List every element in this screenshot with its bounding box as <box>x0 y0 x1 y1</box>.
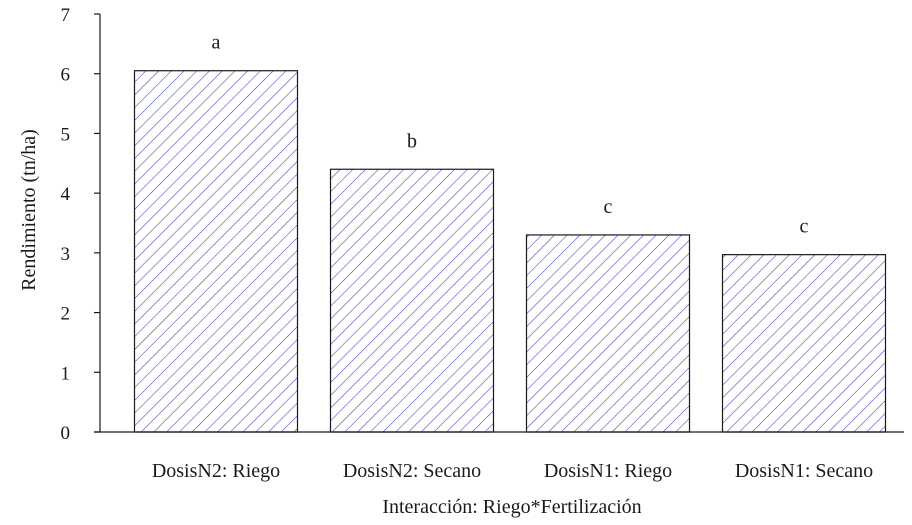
category-labels: DosisN2: Riego DosisN2: Secano DosisN1: Ri… <box>152 460 873 482</box>
y-tick-label: 2 <box>61 304 71 325</box>
y-tick-label: 0 <box>61 423 71 444</box>
y-ticks: 0 1 2 3 4 5 6 7 <box>61 5 100 444</box>
bar <box>525 234 691 433</box>
y-axis-title: Rendimiento (tn/ha) <box>18 129 40 291</box>
y-tick-label: 7 <box>61 5 71 26</box>
y-tick-label: 6 <box>61 65 71 86</box>
category-label: DosisN1: Secano <box>735 460 873 482</box>
y-tick-label: 3 <box>61 244 71 265</box>
y-tick-label: 1 <box>61 363 71 384</box>
bar <box>329 168 495 433</box>
bars <box>133 70 887 433</box>
y-tick-label: 4 <box>61 184 71 205</box>
significance-letter: c <box>800 216 809 238</box>
y-tick-label: 5 <box>61 124 71 145</box>
bar <box>133 70 299 433</box>
x-axis-title: Interacción: Riego*Fertilización <box>382 496 641 518</box>
significance-letter: c <box>604 196 613 218</box>
significance-labels: a b c c <box>212 32 809 238</box>
significance-letter: a <box>212 32 221 54</box>
bar <box>721 254 887 433</box>
significance-letter: b <box>407 130 417 152</box>
category-label: DosisN1: Riego <box>544 460 672 482</box>
category-label: DosisN2: Secano <box>343 460 481 482</box>
category-label: DosisN2: Riego <box>152 460 280 482</box>
